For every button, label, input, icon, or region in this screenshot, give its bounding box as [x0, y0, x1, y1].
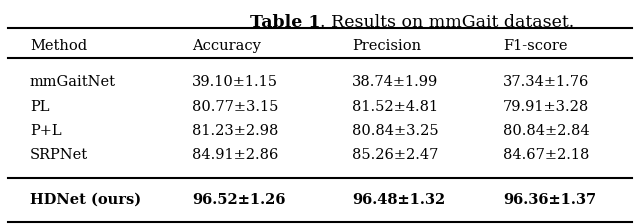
Text: 39.10±1.15: 39.10±1.15 — [192, 75, 278, 89]
Text: 80.77±3.15: 80.77±3.15 — [192, 100, 278, 114]
Text: 96.52±1.26: 96.52±1.26 — [192, 193, 285, 207]
Text: 85.26±2.47: 85.26±2.47 — [352, 148, 438, 162]
Text: 37.34±1.76: 37.34±1.76 — [503, 75, 589, 89]
Text: 84.91±2.86: 84.91±2.86 — [192, 148, 278, 162]
Text: Table 1: Table 1 — [250, 14, 320, 31]
Text: SRPNet: SRPNet — [30, 148, 88, 162]
Text: 80.84±2.84: 80.84±2.84 — [503, 124, 589, 138]
Text: 96.48±1.32: 96.48±1.32 — [352, 193, 445, 207]
Text: 79.91±3.28: 79.91±3.28 — [503, 100, 589, 114]
Text: Precision: Precision — [352, 39, 421, 53]
Text: Accuracy: Accuracy — [192, 39, 261, 53]
Text: 81.52±4.81: 81.52±4.81 — [352, 100, 438, 114]
Text: 80.84±3.25: 80.84±3.25 — [352, 124, 438, 138]
Text: 38.74±1.99: 38.74±1.99 — [352, 75, 438, 89]
Text: P+L: P+L — [30, 124, 61, 138]
Text: . Results on mmGait dataset.: . Results on mmGait dataset. — [320, 14, 574, 31]
Text: PL: PL — [30, 100, 49, 114]
Text: F1-score: F1-score — [503, 39, 568, 53]
Text: HDNet (ours): HDNet (ours) — [30, 193, 141, 207]
Text: Method: Method — [30, 39, 87, 53]
Text: 96.36±1.37: 96.36±1.37 — [503, 193, 596, 207]
Text: 81.23±2.98: 81.23±2.98 — [192, 124, 278, 138]
Text: 84.67±2.18: 84.67±2.18 — [503, 148, 589, 162]
Text: mmGaitNet: mmGaitNet — [30, 75, 116, 89]
